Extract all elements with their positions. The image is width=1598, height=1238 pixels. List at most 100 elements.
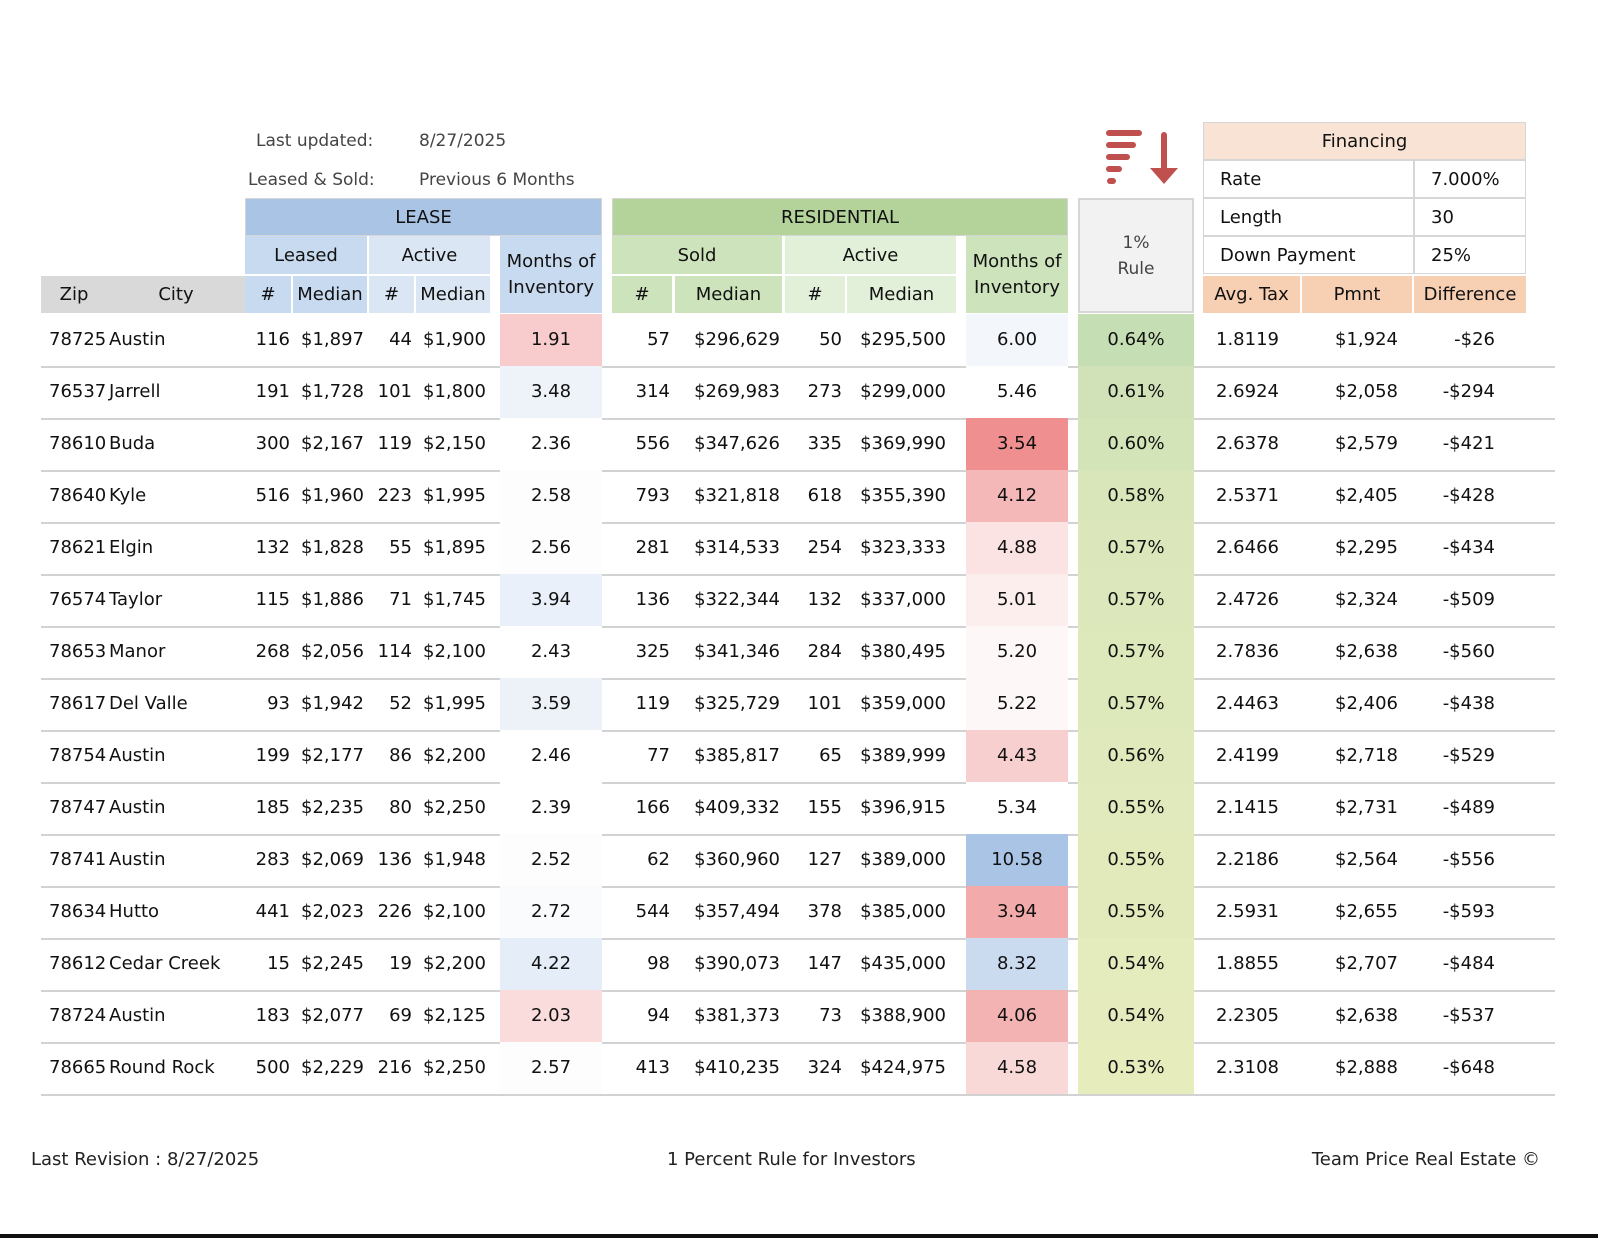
lease-active-median-header[interactable]: Median [416, 276, 490, 313]
financing-rate-value[interactable]: 7.000% [1414, 160, 1526, 198]
cell-one-percent-rule: 0.55% [1078, 834, 1194, 886]
table-row[interactable]: 78610 Buda 300 $2,167 119 $2,150 2.36 556 $347,6… [41, 418, 1555, 472]
zip-city-header-bg [41, 276, 245, 313]
cell-pmnt: $2,888 [1335, 1057, 1398, 1078]
cell-res-active-median: $385,000 [860, 901, 946, 922]
cell-leased-count: 191 [255, 381, 290, 402]
cell-avg-tax: 2.4726 [1216, 589, 1279, 610]
city-header[interactable]: City [158, 284, 194, 305]
table-row[interactable]: 78724 Austin 183 $2,077 69 $2,125 2.03 94 $381,3… [41, 990, 1555, 1044]
financing-down-payment-label: Down Payment [1203, 236, 1414, 274]
financing-rate-label: Rate [1203, 160, 1414, 198]
cell-sold-median: $385,817 [694, 745, 780, 766]
cell-zip: 78724 [49, 1005, 107, 1026]
cell-sold-median: $321,818 [694, 485, 780, 506]
cell-pmnt: $2,405 [1335, 485, 1398, 506]
cell-sold-median: $360,960 [694, 849, 780, 870]
table-row[interactable]: 78617 Del Valle 93 $1,942 52 $1,995 3.59 119 $32… [41, 678, 1555, 732]
residential-group-header: RESIDENTIAL [612, 198, 1068, 236]
cell-res-months-inventory: 4.06 [966, 990, 1068, 1042]
cell-res-months-inventory: 4.43 [966, 730, 1068, 782]
table-row[interactable]: 78725 Austin 116 $1,897 44 $1,900 1.91 57 $296,6… [41, 314, 1555, 368]
table-row[interactable]: 78634 Hutto 441 $2,023 226 $2,100 2.72 544 $357,… [41, 886, 1555, 940]
lease-group-header: LEASE [245, 198, 602, 236]
cell-leased-count: 283 [255, 849, 290, 870]
avg-tax-header[interactable]: Avg. Tax [1203, 276, 1300, 313]
cell-one-percent-rule: 0.57% [1078, 626, 1194, 678]
cell-pmnt: $2,638 [1335, 1005, 1398, 1026]
cell-sold-median: $409,332 [694, 797, 780, 818]
cell-res-active-count: 101 [807, 693, 842, 714]
cell-res-months-inventory: 3.54 [966, 418, 1068, 470]
cell-sold-median: $269,983 [694, 381, 780, 402]
table-row[interactable]: 78653 Manor 268 $2,056 114 $2,100 2.43 325 $341,… [41, 626, 1555, 680]
res-months-line1: Months of [972, 250, 1062, 272]
cell-leased-median: $2,235 [301, 797, 364, 818]
cell-difference: -$434 [1442, 537, 1495, 558]
table-row[interactable]: 78621 Elgin 132 $1,828 55 $1,895 2.56 281 $314,5… [41, 522, 1555, 576]
cell-res-active-median: $396,915 [860, 797, 946, 818]
cell-sold-count: 556 [635, 433, 670, 454]
table-row[interactable]: 76537 Jarrell 191 $1,728 101 $1,800 3.48 314 $26… [41, 366, 1555, 420]
res-active-median-header[interactable]: Median [847, 276, 956, 313]
cell-lease-months-inventory: 2.72 [500, 886, 602, 938]
cell-difference: -$648 [1442, 1057, 1495, 1078]
cell-lease-active-median: $1,800 [423, 381, 486, 402]
cell-avg-tax: 2.1415 [1216, 797, 1279, 818]
lease-months-line1: Months of [506, 250, 596, 272]
cell-lease-active-median: $2,100 [423, 641, 486, 662]
cell-city: Jarrell [109, 381, 161, 402]
cell-avg-tax: 2.4199 [1216, 745, 1279, 766]
lease-active-count-header[interactable]: # [369, 276, 414, 313]
zip-header[interactable]: Zip [59, 284, 89, 305]
res-active-count-header[interactable]: # [785, 276, 845, 313]
cell-leased-count: 500 [255, 1057, 290, 1078]
table-row[interactable]: 78741 Austin 283 $2,069 136 $1,948 2.52 62 $360,… [41, 834, 1555, 888]
cell-res-active-count: 147 [807, 953, 842, 974]
table-row[interactable]: 78754 Austin 199 $2,177 86 $2,200 2.46 77 $385,8… [41, 730, 1555, 784]
sold-count-header[interactable]: # [612, 276, 672, 313]
cell-zip: 76574 [49, 589, 107, 610]
table-row[interactable]: 76574 Taylor 115 $1,886 71 $1,745 3.94 136 $322,… [41, 574, 1555, 628]
one-percent-rule-header[interactable]: 1% Rule [1078, 198, 1194, 313]
leased-count-header[interactable]: # [245, 276, 291, 313]
cell-lease-active-count: 101 [377, 381, 412, 402]
financing-down-payment-value[interactable]: 25% [1414, 236, 1526, 274]
cell-sold-median: $296,629 [694, 329, 780, 350]
cell-sold-count: 314 [635, 381, 670, 402]
table-row[interactable]: 78747 Austin 185 $2,235 80 $2,250 2.39 166 $409,… [41, 782, 1555, 836]
cell-res-months-inventory: 3.94 [966, 886, 1068, 938]
cell-lease-active-count: 55 [389, 537, 412, 558]
cell-leased-median: $2,077 [301, 1005, 364, 1026]
financing-length-label: Length [1203, 198, 1414, 236]
cell-res-months-inventory: 10.58 [966, 834, 1068, 886]
cell-res-active-count: 284 [807, 641, 842, 662]
sort-descending-icon[interactable] [1104, 128, 1182, 190]
cell-lease-active-median: $1,900 [423, 329, 486, 350]
cell-res-active-count: 335 [807, 433, 842, 454]
cell-res-months-inventory: 8.32 [966, 938, 1068, 990]
sold-median-header[interactable]: Median [675, 276, 782, 313]
cell-difference: -$484 [1442, 953, 1495, 974]
cell-sold-count: 98 [647, 953, 670, 974]
cell-lease-months-inventory: 2.58 [500, 470, 602, 522]
period-label: Leased & Sold: [248, 170, 375, 190]
table-row[interactable]: 78640 Kyle 516 $1,960 223 $1,995 2.58 793 $321,8… [41, 470, 1555, 524]
table-row[interactable]: 78612 Cedar Creek 15 $2,245 19 $2,200 4.22 98 $3… [41, 938, 1555, 992]
cell-difference: -$26 [1454, 329, 1495, 350]
cell-one-percent-rule: 0.64% [1078, 314, 1194, 366]
cell-difference: -$560 [1442, 641, 1495, 662]
leased-subheader: Leased [245, 236, 367, 274]
financing-length-value[interactable]: 30 [1414, 198, 1526, 236]
bottom-border [0, 1234, 1598, 1238]
cell-sold-median: $322,344 [694, 589, 780, 610]
leased-median-header[interactable]: Median [293, 276, 367, 313]
pmnt-header[interactable]: Pmnt [1302, 276, 1412, 313]
table-row[interactable]: 78665 Round Rock 500 $2,229 216 $2,250 2.57 413… [41, 1042, 1555, 1096]
last-updated-label: Last updated: [256, 131, 374, 151]
lease-months-inventory-header: Months of Inventory [500, 236, 602, 313]
difference-header[interactable]: Difference [1414, 276, 1526, 313]
cell-sold-count: 136 [635, 589, 670, 610]
cell-avg-tax: 1.8119 [1216, 329, 1279, 350]
cell-res-active-count: 254 [807, 537, 842, 558]
